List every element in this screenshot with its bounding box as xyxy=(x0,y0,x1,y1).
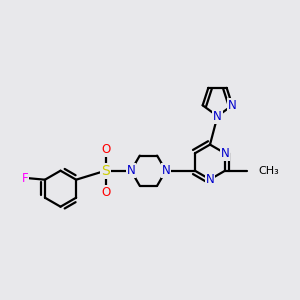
Text: N: N xyxy=(213,110,222,123)
Text: N: N xyxy=(161,164,170,177)
Text: O: O xyxy=(101,186,110,199)
Text: O: O xyxy=(101,142,110,156)
Text: N: N xyxy=(206,173,214,186)
Text: F: F xyxy=(22,172,28,185)
Text: S: S xyxy=(101,164,110,178)
Text: N: N xyxy=(221,147,230,160)
Text: CH₃: CH₃ xyxy=(258,166,279,176)
Text: N: N xyxy=(228,99,237,112)
Text: N: N xyxy=(127,164,135,177)
